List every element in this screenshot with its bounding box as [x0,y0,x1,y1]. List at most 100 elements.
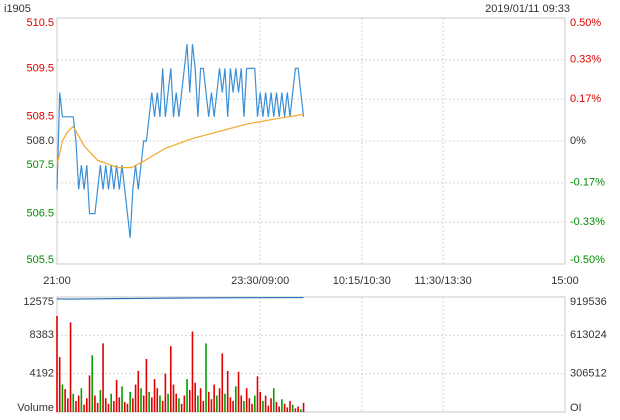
volume-bar [169,346,172,412]
y2-tick-label: -0.50% [570,254,605,266]
volume-bar [289,401,291,412]
volume-bar [134,384,137,412]
y-tick-label: Volume [17,402,54,414]
volume-bar [229,397,232,412]
volume-bar [224,393,226,412]
volume-bar [256,376,259,412]
volume-bar [118,397,121,412]
volume-bar [297,406,299,412]
volume-bar [159,395,161,412]
volume-bar [58,357,61,412]
volume-bar [104,398,107,412]
y2-tick-label: -0.17% [570,177,605,189]
volume-bar [164,373,167,412]
series-line [56,44,305,238]
volume-bar [69,322,72,412]
volume-bar [188,390,191,412]
volume-bar [267,405,270,412]
volume-bar [115,379,118,412]
volume-bar [262,401,264,412]
volume-bar [83,404,85,412]
timestamp: 2019/01/11 09:33 [485,3,570,15]
volume-bar [221,353,224,412]
volume-bar [235,386,237,412]
volume-bar [294,408,297,412]
volume-bar [113,401,115,412]
y2-tick-label: 306512 [570,368,607,380]
volume-bar [232,401,234,412]
y-tick-label: 505.5 [26,254,54,266]
volume-bar [145,358,148,412]
volume-bar [278,406,280,412]
volume-bar [121,386,123,412]
volume-bar [186,379,188,412]
volume-bar [283,403,286,412]
volume-bar [286,407,289,412]
y-tick-label: 508.0 [26,135,54,147]
volume-bar [216,395,218,412]
y2-tick-label: 0.17% [570,93,601,105]
volume-bar [202,401,205,412]
volume-bar [137,370,140,412]
volume-bar [123,401,126,412]
y-tick-label: 8383 [30,329,54,341]
volume-bar [99,390,102,412]
volume-panel [56,296,566,413]
volume-bar [205,343,207,412]
y2-tick-label: 0.33% [570,54,601,66]
volume-bar [110,393,112,412]
volume-bar [183,395,186,412]
y-tick-label: 509.5 [26,62,54,74]
volume-bar [302,402,305,412]
volume-bar [64,389,66,412]
volume-bar [275,401,278,412]
volume-bar [291,404,294,412]
volume-bar [102,343,104,412]
volume-bar [240,395,243,412]
volume-bar [213,384,215,412]
volume-bar [80,388,83,412]
symbol: i1905 [4,3,31,15]
x-tick-label: 11:30/13:30 [414,275,471,287]
volume-bar [94,395,96,412]
y-tick-label: 506.5 [26,208,54,220]
volume-bar [56,315,58,412]
volume-bar [180,403,183,412]
y2-tick-label: 0% [570,135,586,147]
volume-bar [61,384,64,412]
volume-bar [191,331,194,412]
volume-bar [210,399,213,412]
x-tick-label: 21:00 [43,275,71,287]
y-tick-label: 4192 [30,368,54,380]
volume-bar [253,395,256,412]
series-line [56,296,304,300]
volume-bar [259,391,261,412]
volume-bar [178,398,180,412]
volume-bar [243,401,245,412]
y2-tick-label: 0.50% [570,17,601,29]
volume-bar [245,388,248,412]
volume-bar [142,395,145,412]
volume-bar [167,393,169,412]
volume-bar [270,398,272,412]
volume-bar [75,401,77,412]
volume-bar [91,355,94,412]
volume-bar [96,402,99,412]
volume-bar [86,398,88,412]
volume-bar [156,388,159,412]
volume-bar [153,379,156,412]
y-tick-label: 507.5 [26,159,54,171]
volume-bar [107,403,110,412]
volume-bar [129,391,131,412]
volume-bar [140,388,142,412]
volume-bar [161,401,164,412]
volume-bar [264,395,267,412]
x-tick-label: 23:30/09:00 [231,275,289,287]
volume-bar [251,403,253,412]
y-tick-label: 510.5 [26,17,54,29]
volume-bar [218,388,221,412]
y-tick-label: 12575 [23,296,54,308]
volume-bar [132,398,134,412]
volume-bar [175,393,178,412]
